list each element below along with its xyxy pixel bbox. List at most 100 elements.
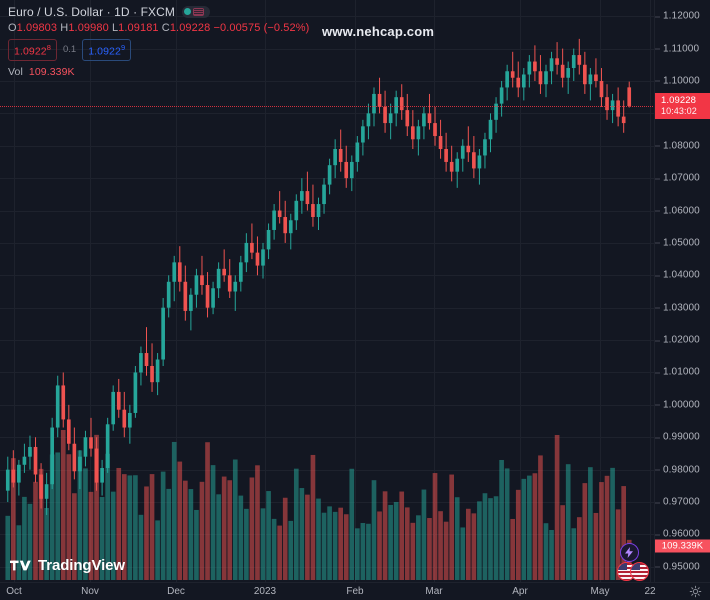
candle-body <box>372 93 376 114</box>
volume-bar <box>504 468 510 580</box>
candle-body <box>494 103 498 120</box>
time-tick: May <box>590 586 610 597</box>
volume-bar <box>332 511 338 580</box>
candle-body <box>516 77 521 88</box>
candle-body <box>83 437 88 457</box>
candle-body <box>383 106 387 124</box>
price-tick: 1.02000 <box>655 334 700 346</box>
chart-plot-area[interactable] <box>0 0 655 583</box>
price-tick: 1.07000 <box>655 172 700 184</box>
gear-icon[interactable] <box>689 585 702 598</box>
tradingview-mark-icon <box>10 560 31 571</box>
volume-bar <box>5 515 11 580</box>
time-axis-divider <box>0 582 710 583</box>
candle-series-toggle-icon[interactable] <box>182 5 211 18</box>
candle-body <box>305 191 310 205</box>
volume-bar <box>427 518 432 580</box>
volume-bar <box>160 471 166 580</box>
volume-bar <box>393 501 399 580</box>
volume-bar <box>255 465 260 580</box>
price-axis-divider <box>654 0 655 583</box>
volume-bar <box>88 491 94 580</box>
candle-body <box>444 148 448 162</box>
candle-body <box>427 113 432 124</box>
price-tag-time: 10:43:02 <box>661 105 697 116</box>
bid-price-box[interactable]: 1.09228 <box>8 39 57 61</box>
volume-bar <box>532 473 538 580</box>
volume-bar <box>22 496 27 580</box>
volume-bar <box>221 476 227 580</box>
price-tick: 0.97000 <box>655 496 700 508</box>
candle-body <box>472 152 476 169</box>
tradingview-wordmark: TradingView <box>38 557 125 574</box>
candle-body <box>144 353 149 366</box>
candle-body <box>105 424 110 469</box>
lightning-bolt-icon[interactable] <box>620 543 639 562</box>
candle-body <box>311 204 315 218</box>
candle-body <box>338 148 343 162</box>
candle-body <box>139 353 143 373</box>
ask-price-box[interactable]: 1.09229 <box>82 39 132 61</box>
spread-value: 0.1 <box>63 44 77 56</box>
time-tick: Nov <box>81 586 99 597</box>
volume-bar <box>271 518 277 580</box>
candlestick-series <box>5 38 632 580</box>
candle-body <box>566 68 571 78</box>
volume-bar <box>404 507 410 580</box>
candle-body <box>266 229 271 250</box>
price-tick: 1.11000 <box>654 43 700 55</box>
volume-bar <box>515 489 521 580</box>
candle-body <box>460 145 465 159</box>
volume-bar <box>488 498 493 580</box>
volume-bar <box>238 495 244 580</box>
volume-bar <box>299 488 305 580</box>
price-tick: 1.06000 <box>655 205 700 217</box>
volume-bar <box>438 511 443 580</box>
candle-body <box>327 165 332 185</box>
candle-body <box>72 443 77 472</box>
volume-bar <box>599 482 604 580</box>
candle-body <box>194 275 199 295</box>
volume-bar <box>604 475 610 580</box>
volume-bar <box>382 491 388 580</box>
candle-body <box>133 372 138 413</box>
candle-body <box>455 158 460 172</box>
volume-bar <box>138 514 144 580</box>
candle-body <box>577 55 582 65</box>
volume-bar <box>443 521 449 580</box>
time-scale[interactable]: Oct Nov Dec 2023 Feb Mar Apr May 22 <box>0 583 710 600</box>
candle-body <box>122 409 127 428</box>
candle-body <box>189 294 193 311</box>
candle-body <box>405 110 410 127</box>
candle-body <box>283 217 288 234</box>
volume-bar <box>482 493 488 580</box>
price-scale[interactable]: 1.120001.110001.100001.090001.080001.070… <box>654 0 710 583</box>
symbol-title[interactable]: Euro / U.S. Dollar · 1D · FXCM <box>8 4 176 19</box>
candle-body <box>205 285 210 308</box>
candle-body <box>33 446 38 475</box>
candle-body <box>28 446 32 457</box>
candle-body <box>388 113 393 124</box>
volume-bar <box>277 525 282 580</box>
volume-bar <box>610 467 615 580</box>
candle-body <box>477 155 482 169</box>
candle-body <box>200 275 204 286</box>
candle-body <box>261 249 265 266</box>
candle-body <box>333 148 337 166</box>
volume-bar <box>388 504 393 580</box>
candle-body <box>588 74 593 85</box>
candle-body <box>394 97 399 114</box>
candle-body <box>128 412 132 428</box>
currency-pair-flags[interactable] <box>617 562 657 581</box>
volume-bar <box>27 503 33 580</box>
candle-body <box>544 71 548 85</box>
tradingview-logo[interactable]: TradingView <box>10 557 125 574</box>
series-style-icon <box>193 7 205 16</box>
candle-body <box>616 100 620 117</box>
bid-price-sup: 8 <box>46 43 51 52</box>
volume-bar <box>593 512 599 580</box>
volume-bar <box>166 488 172 580</box>
volume-bar <box>194 509 199 580</box>
candle-body <box>538 71 543 85</box>
volume-bar <box>288 520 294 580</box>
